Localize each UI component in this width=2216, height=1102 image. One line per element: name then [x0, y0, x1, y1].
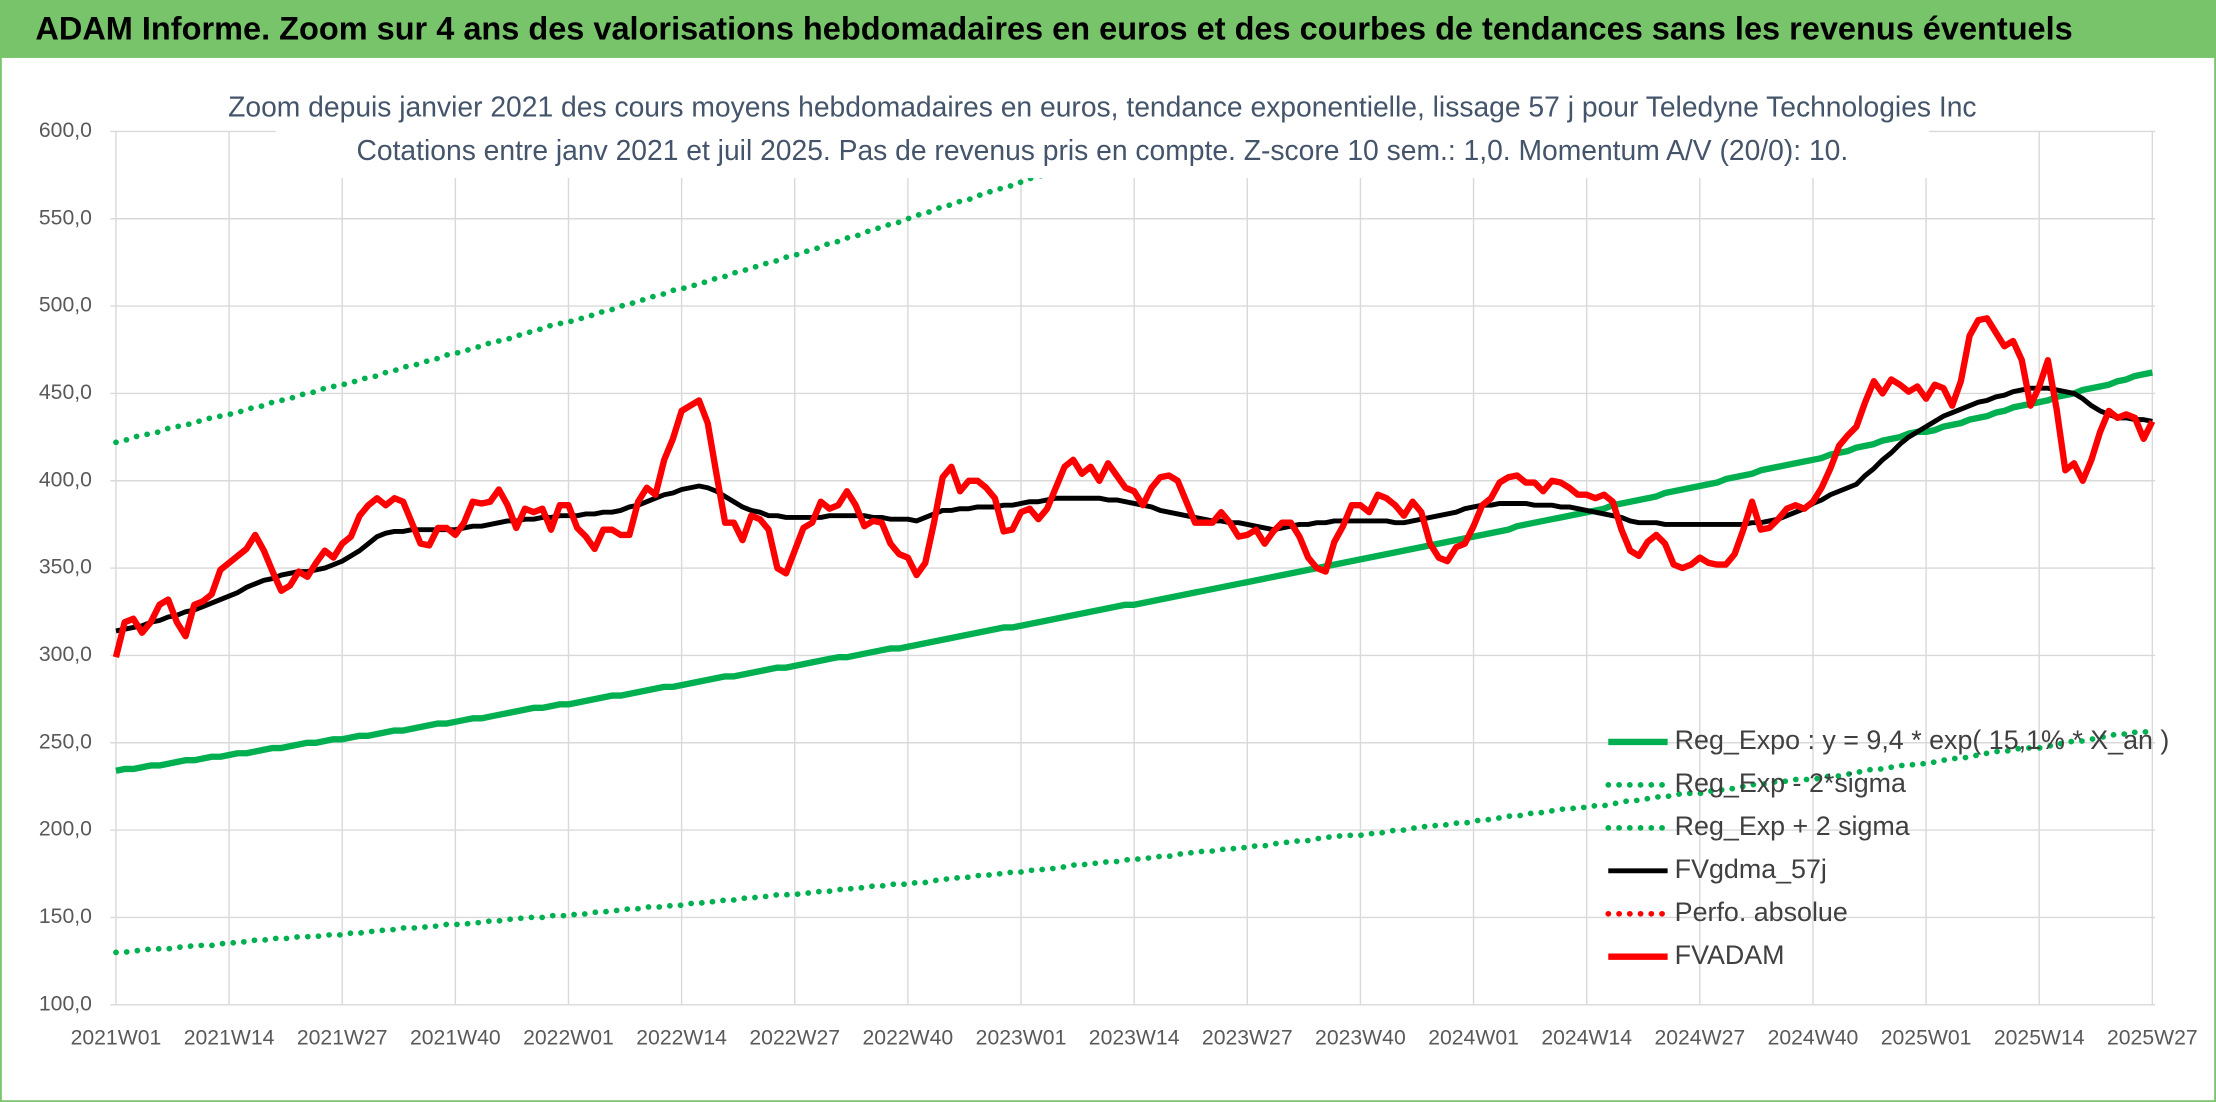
x-tick-label: 2021W40 [410, 1026, 501, 1049]
y-tick-label: 150,0 [39, 905, 92, 928]
legend: Reg_Expo : y = 9,4 * exp( 15,1% * X_an )… [1605, 725, 2170, 970]
x-tick-label: 2022W40 [863, 1026, 954, 1049]
y-tick-label: 500,0 [39, 294, 92, 317]
y-tick-label: 400,0 [39, 468, 92, 491]
subtitle-box [275, 84, 1930, 179]
x-tick-label: 2022W27 [749, 1026, 840, 1049]
x-tick-label: 2024W27 [1654, 1026, 1745, 1049]
y-tick-label: 450,0 [39, 381, 92, 404]
x-tick-label: 2023W01 [976, 1026, 1067, 1049]
page-title: ADAM Informe. Zoom sur 4 ans des valoris… [35, 11, 2072, 47]
y-tick-label: 550,0 [39, 206, 92, 229]
series-line [115, 369, 2153, 774]
y-tick-label: 600,0 [39, 119, 92, 142]
x-tick-label: 2022W14 [636, 1026, 727, 1049]
x-tick-label: 2022W01 [523, 1026, 614, 1049]
y-tick-label: 350,0 [39, 556, 92, 579]
y-tick-label: 200,0 [39, 818, 92, 841]
x-tick-label: 2021W01 [71, 1026, 162, 1049]
axes: 100,0 150,0 200,0 250,0 300,0 350,0 400,0 450,0… [39, 119, 2198, 1049]
y-tick-label: 250,0 [39, 730, 92, 753]
legend-label: Reg_Exp - 2*sigma [1675, 768, 1906, 798]
x-tick-label: 2025W27 [2107, 1026, 2198, 1049]
x-tick-label: 2023W27 [1202, 1026, 1293, 1049]
x-tick-label: 2024W14 [1541, 1026, 1632, 1049]
x-tick-label: 2024W40 [1768, 1026, 1859, 1049]
legend-label: FVgdma_57j [1675, 854, 1827, 884]
legend-label: Reg_Expo : y = 9,4 * exp( 15,1% * X_an ) [1675, 725, 2170, 755]
y-tick-label: 300,0 [39, 643, 92, 666]
x-tick-label: 2024W01 [1428, 1026, 1519, 1049]
legend-label: FVADAM [1675, 940, 1785, 970]
series-line [113, 727, 2156, 956]
x-tick-label: 2025W01 [1881, 1026, 1972, 1049]
header-bar [0, 0, 2216, 58]
series-line [112, 315, 2156, 658]
chart-subtitle: Cotations entre janv 2021 et juil 2025. … [356, 134, 1848, 166]
x-tick-label: 2021W14 [184, 1026, 275, 1049]
x-tick-label: 2023W14 [1089, 1026, 1180, 1049]
x-tick-label: 2021W27 [297, 1026, 388, 1049]
legend-label: Perfo. absolue [1675, 897, 1848, 927]
chart-subtitle: Zoom depuis janvier 2021 des cours moyen… [228, 90, 1976, 122]
x-tick-label: 2025W14 [1994, 1026, 2085, 1049]
y-tick-label: 100,0 [39, 992, 92, 1015]
x-tick-label: 2023W40 [1315, 1026, 1406, 1049]
legend-label: Reg_Exp + 2 sigma [1675, 811, 1910, 841]
